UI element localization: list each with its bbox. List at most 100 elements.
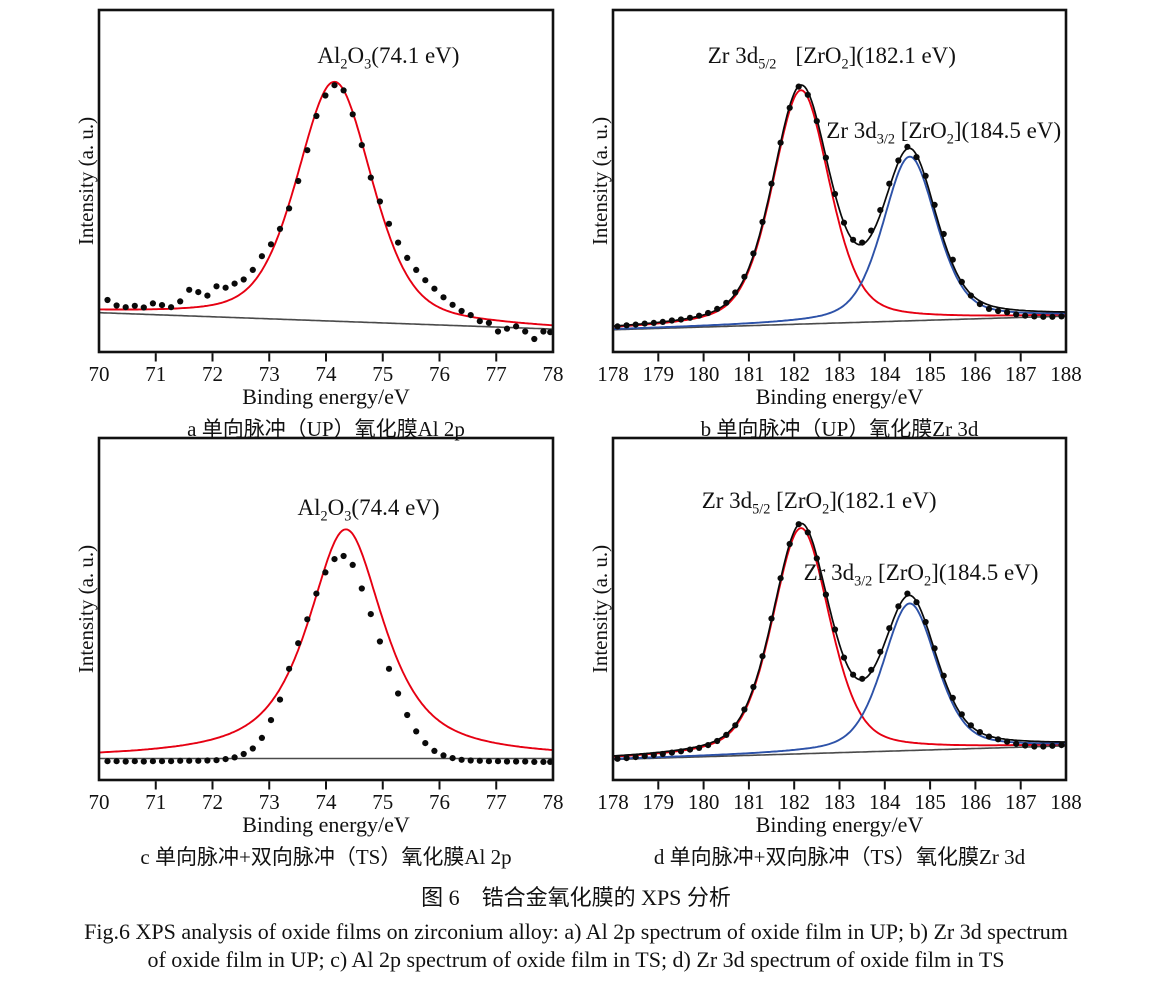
x-axis-label: Binding energy/eV bbox=[755, 812, 924, 837]
fit-curve-blue bbox=[613, 602, 1066, 760]
data-point bbox=[286, 205, 293, 212]
x-axis-label: Binding energy/eV bbox=[242, 812, 410, 837]
data-point bbox=[267, 241, 275, 248]
data-point bbox=[705, 309, 712, 317]
data-point bbox=[367, 611, 374, 618]
data-point bbox=[440, 294, 447, 301]
x-tick-label: 77 bbox=[486, 362, 507, 386]
data-point bbox=[494, 328, 502, 335]
data-point bbox=[768, 180, 775, 187]
data-point bbox=[822, 591, 829, 598]
x-tick-label: 185 bbox=[914, 790, 946, 814]
data-point bbox=[340, 87, 347, 94]
data-point bbox=[422, 277, 429, 284]
data-point bbox=[331, 82, 338, 89]
data-point bbox=[650, 751, 657, 759]
plot-border bbox=[97, 8, 555, 354]
figure-caption-en-line1: Fig.6 XPS analysis of oxide films on zir… bbox=[84, 919, 1068, 944]
data-point bbox=[413, 728, 420, 735]
x-tick-label: 180 bbox=[688, 362, 720, 386]
data-point bbox=[750, 683, 757, 691]
data-point bbox=[659, 318, 666, 325]
data-point bbox=[913, 599, 920, 606]
data-point bbox=[322, 92, 329, 99]
y-axis-label: Intensity (a. u.) bbox=[74, 544, 98, 674]
data-point bbox=[431, 747, 438, 754]
plot-border bbox=[611, 436, 1068, 782]
data-point bbox=[513, 758, 520, 765]
data-point bbox=[104, 758, 111, 765]
data-point bbox=[940, 230, 947, 238]
data-point bbox=[168, 758, 175, 765]
data-point bbox=[795, 83, 802, 90]
data-point bbox=[1013, 740, 1020, 747]
data-point bbox=[204, 292, 211, 299]
data-point bbox=[641, 320, 648, 327]
data-point bbox=[485, 758, 492, 765]
x-tick-label: 187 bbox=[1005, 790, 1036, 814]
x-tick-label: 75 bbox=[372, 362, 393, 386]
data-point bbox=[1040, 313, 1047, 320]
data-point bbox=[258, 253, 265, 260]
data-point bbox=[313, 112, 320, 120]
data-point bbox=[322, 569, 329, 576]
peak-annotation: Zr 3d3/2 [ZrO2](184.5 eV) bbox=[803, 559, 1039, 590]
data-point bbox=[931, 645, 938, 652]
data-point bbox=[358, 585, 365, 592]
data-point bbox=[186, 757, 193, 764]
data-point bbox=[696, 312, 703, 319]
x-tick-label: 78 bbox=[543, 362, 564, 386]
data-point bbox=[904, 590, 911, 597]
panel-caption: d 单向脉冲+双向脉冲（TS）氧化膜Zr 3d bbox=[653, 845, 1026, 869]
x-tick-label: 186 bbox=[960, 790, 992, 814]
data-point bbox=[540, 758, 547, 765]
data-point bbox=[349, 561, 356, 568]
data-point bbox=[714, 305, 721, 312]
data-point bbox=[831, 190, 839, 198]
data-point bbox=[976, 301, 983, 308]
data-point bbox=[804, 91, 811, 98]
x-axis-label: Binding energy/eV bbox=[242, 384, 410, 409]
data-point bbox=[376, 198, 383, 205]
data-point bbox=[186, 286, 193, 293]
data-point bbox=[395, 690, 402, 697]
x-tick-label: 78 bbox=[543, 790, 564, 814]
data-point bbox=[413, 266, 420, 273]
x-tick-label: 185 bbox=[914, 362, 946, 386]
xps-chart-d: 178 179 180 181 182 183 184 185 186 187 188 bbox=[597, 436, 1082, 814]
data-point bbox=[503, 325, 511, 332]
data-point bbox=[759, 653, 766, 660]
data-point bbox=[249, 266, 256, 273]
data-point bbox=[1058, 313, 1065, 320]
data-point bbox=[168, 304, 175, 311]
data-point bbox=[404, 711, 411, 719]
data-point bbox=[440, 752, 447, 759]
xps-plot-canvas-d: 178 179 180 181 182 183 184 185 186 187 188 bbox=[576, 428, 1152, 876]
xps-plot-canvas-b: 178 179 180 181 182 183 184 185 186 187 188 bbox=[576, 0, 1152, 448]
data-point bbox=[723, 731, 730, 738]
data-point bbox=[958, 278, 965, 285]
x-tick-label: 184 bbox=[869, 790, 901, 814]
data-point bbox=[877, 207, 884, 214]
x-tick-label: 70 bbox=[89, 362, 110, 386]
envelope-curve bbox=[612, 522, 1066, 757]
data-point bbox=[149, 300, 156, 307]
y-axis-label: Intensity (a. u.) bbox=[74, 116, 98, 246]
data-point bbox=[122, 304, 129, 311]
data-point bbox=[840, 219, 848, 226]
data-point bbox=[813, 118, 820, 125]
data-point bbox=[522, 328, 529, 335]
data-point bbox=[522, 758, 529, 765]
x-tick-label: 76 bbox=[429, 790, 450, 814]
x-tick-label: 72 bbox=[202, 790, 223, 814]
data-point bbox=[985, 305, 993, 312]
peak-annotation: [ZrO2](182.1 eV) bbox=[795, 42, 956, 73]
data-point bbox=[276, 696, 284, 703]
data-point bbox=[140, 758, 147, 765]
data-point bbox=[131, 758, 138, 765]
data-point bbox=[113, 758, 120, 765]
data-point bbox=[213, 757, 220, 764]
data-point bbox=[231, 280, 238, 287]
data-point bbox=[714, 737, 721, 745]
peak-annotation: Al2O3(74.1 eV) bbox=[317, 42, 460, 73]
